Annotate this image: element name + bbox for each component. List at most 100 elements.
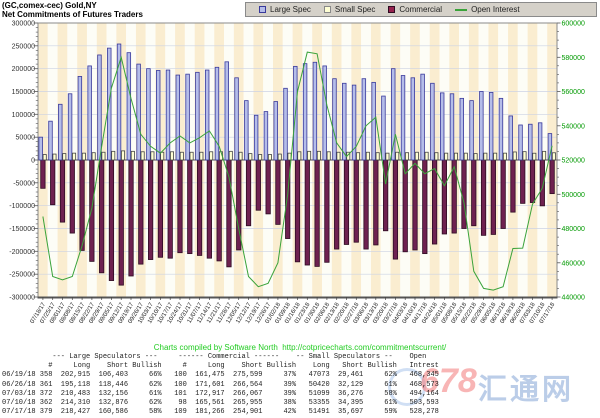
y2-axis-label: 500000: [562, 192, 585, 199]
large-spec-bar: [381, 95, 386, 161]
small-spec-bar: [267, 154, 272, 161]
small-spec-bar: [316, 150, 321, 161]
large-spec-bar: [263, 111, 269, 161]
large-spec-bar: [479, 91, 484, 161]
commercial-bar: [99, 159, 105, 274]
large-spec-bar: [273, 101, 278, 161]
small-spec-bar: [336, 151, 341, 161]
large-spec-bar: [361, 78, 367, 161]
small-spec-bar: [277, 153, 282, 161]
y-axis-label: 200000: [12, 66, 35, 73]
large-spec-bar: [351, 84, 357, 161]
legend-label-commercial: Commercial: [399, 5, 443, 14]
large-spec-bar: [214, 66, 220, 161]
commercial-swatch-icon: [388, 6, 396, 13]
commercial-bar: [461, 159, 467, 229]
large-spec-bar: [508, 115, 513, 161]
cot-summary-table: --- Large Speculators --- ------ Commerc…: [2, 353, 439, 417]
credit-url-link[interactable]: http://cotpricecharts.com/commitmentscur…: [282, 343, 447, 352]
commercial-bar: [334, 159, 340, 250]
large-spec-bar: [38, 136, 43, 161]
y-axis-label: -100000: [9, 203, 35, 210]
table-row: 06/19/18 358 202,915 106,403 66% 100 161…: [2, 371, 439, 380]
large-spec-bar: [488, 92, 494, 161]
small-spec-bar: [42, 154, 47, 161]
small-spec-bar: [414, 151, 419, 161]
large-spec-bar: [430, 82, 435, 161]
commercial-bar: [245, 159, 252, 227]
large-spec-bar: [107, 47, 112, 161]
small-spec-bar: [453, 152, 458, 161]
y-axis-label: 100000: [12, 112, 35, 119]
commercial-bar: [118, 159, 124, 286]
large-spec-bar: [204, 69, 210, 161]
small-spec-bar: [434, 152, 439, 161]
large-spec-bar: [126, 52, 132, 161]
large-spec-bar: [528, 123, 533, 161]
commercial-bar: [324, 159, 330, 263]
small-spec-bar: [62, 153, 67, 161]
small-spec-bar: [532, 152, 537, 161]
large-spec-bar: [498, 97, 504, 161]
large-spec-bar: [391, 68, 396, 161]
small-spec-bar: [160, 151, 165, 161]
commercial-bar: [343, 159, 350, 245]
large-spec-bar: [371, 81, 376, 161]
large-spec-bar: [469, 100, 474, 161]
small-spec-bar: [72, 152, 77, 161]
commercial-bar: [363, 159, 369, 250]
table-column-header: # Long Short Bullish # Long Short Bullis…: [2, 362, 439, 371]
large-spec-bar: [342, 82, 347, 161]
small-spec-bar: [551, 152, 556, 161]
y2-axis-label: 600000: [562, 21, 585, 28]
large-spec-bar: [175, 74, 180, 161]
large-spec-bar: [420, 73, 425, 161]
large-spec-bar: [48, 120, 53, 161]
small-spec-bar: [385, 152, 390, 161]
small-spec-bar: [405, 152, 410, 161]
large-spec-bar: [302, 63, 308, 161]
y-axis-label: 250000: [12, 43, 35, 50]
small-spec-bar: [395, 151, 400, 161]
cot-chart: 300000250000200000150000100000500000-500…: [9, 21, 585, 325]
large-spec-bar: [244, 100, 249, 161]
commercial-bar: [431, 159, 438, 245]
commercial-bar: [255, 159, 261, 211]
commercial-bar: [40, 159, 46, 189]
y2-axis-label: 560000: [562, 89, 585, 96]
legend-label-open-interest: Open Interest: [471, 5, 520, 14]
small-spec-bar: [81, 152, 86, 161]
commercial-bar: [294, 159, 301, 263]
small-spec-bar: [140, 151, 145, 161]
commercial-bar: [79, 159, 85, 251]
commercial-bar: [520, 159, 526, 204]
large-spec-bar: [253, 114, 259, 161]
small-spec-bar: [248, 153, 253, 161]
small-spec-bar: [463, 152, 468, 161]
table-row: 07/17/18 379 218,427 160,586 58% 109 181…: [2, 408, 439, 417]
commercial-bar: [157, 159, 164, 258]
y2-axis-label: 580000: [562, 55, 585, 62]
large-spec-bar: [136, 63, 141, 161]
commercial-bar: [373, 159, 379, 246]
large-spec-bar: [400, 75, 406, 161]
small-spec-bar: [356, 152, 361, 161]
commercial-bar: [314, 159, 320, 267]
large-spec-bar: [77, 76, 83, 161]
commercial-bar: [69, 159, 75, 234]
large-spec-bar: [224, 61, 229, 161]
small-spec-bar: [307, 150, 312, 161]
commercial-bar: [108, 159, 115, 281]
y-axis-label: -150000: [9, 226, 35, 233]
small-spec-bar: [52, 153, 57, 161]
small-spec-bar: [258, 154, 263, 161]
small-spec-bar: [91, 152, 96, 161]
commercial-bar: [206, 159, 212, 259]
legend-label-small-spec: Small Spec: [334, 5, 376, 14]
y-axis-label: -50000: [13, 180, 35, 187]
small-spec-bar: [209, 151, 214, 161]
y2-axis-label: 480000: [562, 226, 585, 233]
open-interest-line-icon: [455, 8, 468, 11]
large-spec-bar: [283, 87, 288, 161]
